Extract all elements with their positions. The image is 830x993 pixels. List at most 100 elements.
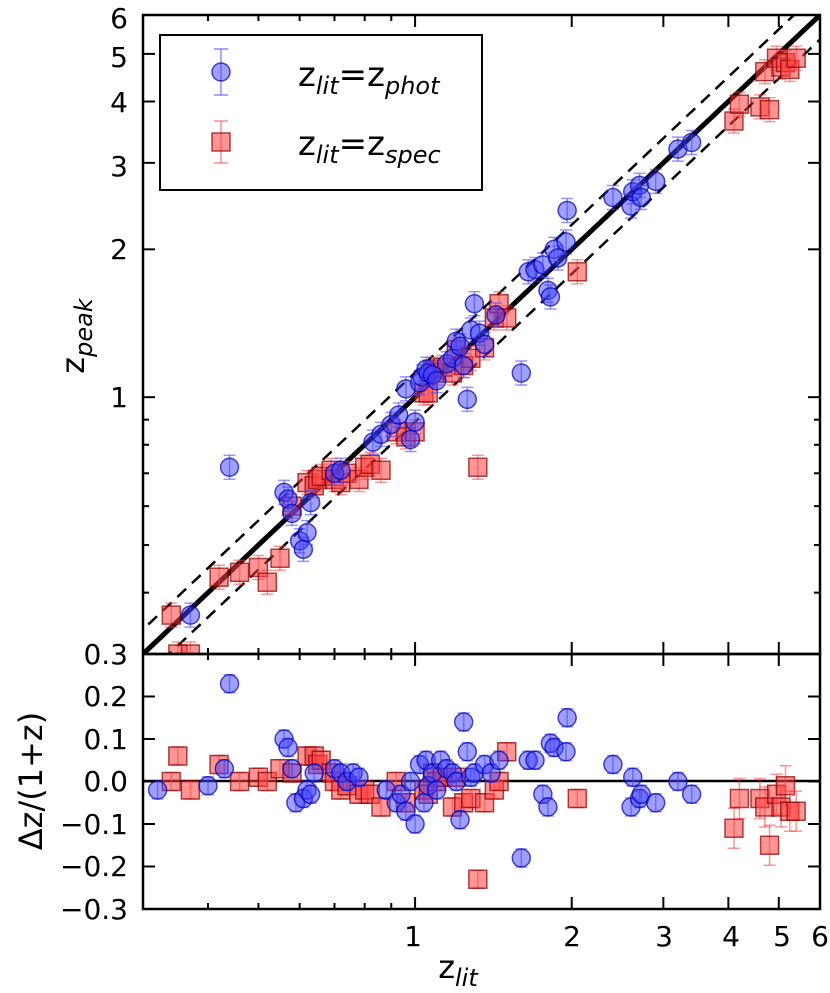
main-phot-point	[282, 500, 302, 527]
phot-marker	[681, 132, 702, 153]
main-y-tick-label: 4	[110, 86, 128, 119]
residual-spec-point	[229, 771, 250, 792]
phot-marker	[405, 412, 425, 432]
main-phot-point	[681, 129, 702, 156]
phot-marker	[668, 771, 688, 792]
phot-marker	[538, 797, 558, 817]
main-y-tick-label: 2	[110, 233, 128, 266]
main-phot-point	[180, 602, 201, 628]
phot-marker	[198, 776, 218, 796]
phot-marker	[297, 522, 317, 543]
phot-marker	[540, 287, 561, 307]
main-spec-point	[468, 454, 488, 481]
legend: zlit=zphot zlit=zspec	[159, 34, 483, 191]
phot-marker	[557, 200, 577, 221]
phot-marker	[603, 754, 623, 775]
y-label-sub: peak	[70, 297, 98, 358]
main-spec-point	[759, 96, 780, 123]
residual-y-tick-label: 0.2	[83, 680, 128, 713]
residual-phot-point	[622, 767, 643, 787]
residual-data-points	[147, 674, 806, 889]
phot-marker	[474, 334, 495, 355]
residual-y-tick-label: −0.3	[60, 893, 128, 926]
phot-marker	[426, 780, 447, 800]
svg-text:zpeak: zpeak	[54, 297, 98, 374]
phot-marker	[464, 293, 485, 314]
upper-bound-line	[143, 15, 796, 632]
residual-spec-point	[468, 869, 488, 889]
phot-marker	[645, 793, 666, 813]
legend-marker-spec	[211, 120, 231, 164]
spec-marker	[567, 262, 588, 282]
phot-marker	[293, 539, 314, 560]
residual-spec-point	[180, 780, 201, 800]
residual-y-tick-label: 0.1	[83, 723, 128, 756]
residual-spec-point	[729, 777, 750, 820]
residual-ticks	[143, 654, 821, 909]
residual-phot-point	[489, 750, 509, 770]
residual-phot-point	[304, 763, 324, 783]
spec-marker	[168, 746, 188, 766]
phot-marker	[547, 248, 568, 268]
residual-spec-point	[567, 788, 588, 809]
spec-marker	[729, 788, 750, 809]
residual-panel: 0.2 0.1 0.0 −0.1 −0.2 −0.3 Δz/(1+z) 1 2 …	[12, 652, 829, 992]
main-y-tick-label: 3	[110, 150, 128, 183]
main-ticks	[143, 14, 821, 654]
phot-marker	[300, 784, 321, 804]
main-panel: 0.3 1 2 3 4 5 6 zpeak zlit=zphot	[54, 2, 822, 671]
main-spec-point	[161, 602, 182, 628]
phot-marker	[219, 457, 240, 478]
main-phot-point	[219, 454, 240, 481]
residual-spec-point	[759, 824, 780, 866]
main-spec-point	[567, 259, 588, 285]
phot-marker	[450, 810, 470, 830]
phot-marker	[331, 460, 351, 480]
main-phot-point	[474, 331, 495, 358]
main-phot-point	[388, 402, 409, 428]
main-spec-point	[786, 45, 806, 71]
spec-marker	[180, 780, 201, 800]
residual-y-tick-label: 0.0	[83, 765, 128, 798]
residual-y-axis-label: Δz/(1+z)	[12, 712, 50, 850]
phot-marker	[450, 336, 470, 356]
residual-phot-point	[681, 784, 702, 804]
phot-marker	[486, 305, 506, 325]
residual-spec-point	[724, 807, 744, 849]
main-phot-point	[645, 168, 666, 195]
main-y-axis-label: zpeak	[54, 297, 98, 374]
main-phot-point	[300, 489, 321, 516]
phot-marker	[489, 750, 509, 770]
residual-phot-point	[525, 750, 545, 770]
x-tick-label: 6	[811, 920, 829, 953]
phot-marker	[180, 605, 201, 625]
spec-marker	[168, 644, 188, 654]
x-tick-label: 3	[655, 920, 673, 953]
spec-marker	[468, 457, 488, 478]
main-y-tick-label: 6	[110, 2, 128, 35]
residual-phot-point	[556, 742, 576, 762]
residual-phot-point	[645, 793, 666, 813]
main-phot-point	[331, 457, 351, 483]
main-phot-point	[486, 302, 506, 328]
residual-phot-point	[426, 780, 447, 800]
spec-marker	[567, 788, 588, 809]
residual-phot-point	[198, 776, 218, 796]
residual-phot-point	[282, 759, 302, 779]
phot-marker	[525, 750, 545, 770]
phot-marker	[603, 187, 623, 208]
residual-phot-point	[446, 771, 467, 792]
phot-marker	[681, 784, 702, 804]
phot-marker	[453, 712, 474, 732]
phot-marker	[282, 503, 302, 524]
residual-spec-point	[168, 746, 188, 766]
main-spec-point	[729, 91, 750, 117]
main-phot-point	[464, 290, 485, 317]
residual-phot-point	[453, 712, 474, 732]
phot-marker	[278, 737, 298, 758]
lower-bound-line	[167, 37, 820, 654]
residual-phot-point	[557, 708, 577, 728]
svg-text:Δz/(1+z): Δz/(1+z)	[12, 712, 50, 850]
x-tick-label: 5	[773, 920, 791, 953]
phot-marker	[400, 771, 421, 792]
